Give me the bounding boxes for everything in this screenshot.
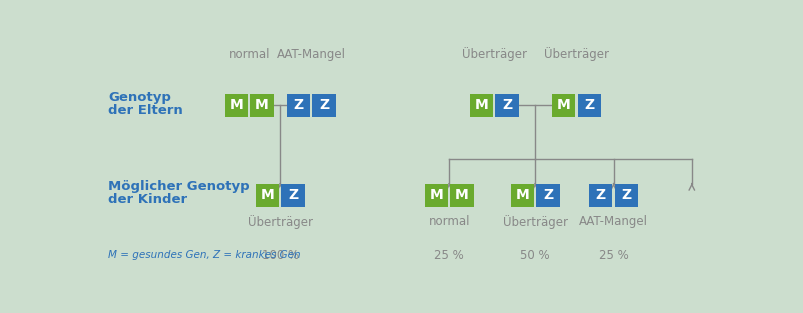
Text: M: M <box>260 188 274 203</box>
Text: Z: Z <box>542 188 552 203</box>
Bar <box>424 184 447 207</box>
Bar <box>551 94 574 117</box>
Text: normal: normal <box>228 48 270 61</box>
Bar <box>536 184 559 207</box>
Bar <box>614 184 637 207</box>
Text: 25 %: 25 % <box>598 249 628 262</box>
Bar <box>510 184 533 207</box>
Bar <box>450 184 473 207</box>
Bar <box>312 94 336 117</box>
Bar <box>589 184 612 207</box>
Text: Z: Z <box>501 98 512 112</box>
Text: Überträger: Überträger <box>247 215 312 228</box>
Bar <box>281 184 304 207</box>
Bar <box>577 94 600 117</box>
Text: AAT-Mangel: AAT-Mangel <box>276 48 345 61</box>
Text: Z: Z <box>287 188 298 203</box>
Text: AAT-Mangel: AAT-Mangel <box>578 215 647 228</box>
Text: Überträger: Überträger <box>502 215 567 228</box>
Text: M: M <box>454 188 468 203</box>
Text: Z: Z <box>293 98 304 112</box>
Text: M: M <box>429 188 442 203</box>
Text: Z: Z <box>583 98 593 112</box>
Text: Z: Z <box>319 98 328 112</box>
Text: 25 %: 25 % <box>434 249 463 262</box>
Text: M: M <box>474 98 487 112</box>
Text: Möglicher Genotyp: Möglicher Genotyp <box>108 180 250 193</box>
Text: M = gesundes Gen, Z = krankes Gen: M = gesundes Gen, Z = krankes Gen <box>108 250 300 260</box>
Bar <box>287 94 310 117</box>
Bar <box>469 94 492 117</box>
Text: Z: Z <box>621 188 630 203</box>
Text: Z: Z <box>595 188 605 203</box>
Text: 100 %: 100 % <box>262 249 299 262</box>
Text: Überträger: Überträger <box>461 48 526 61</box>
Text: der Eltern: der Eltern <box>108 104 183 117</box>
Bar <box>255 184 279 207</box>
Text: Überträger: Überträger <box>543 48 608 61</box>
Text: Genotyp: Genotyp <box>108 91 171 104</box>
Text: M: M <box>556 98 569 112</box>
Bar <box>225 94 248 117</box>
Text: 50 %: 50 % <box>520 249 549 262</box>
Text: M: M <box>230 98 243 112</box>
Text: normal: normal <box>428 215 470 228</box>
Text: M: M <box>515 188 528 203</box>
Bar <box>251 94 273 117</box>
Text: M: M <box>255 98 269 112</box>
Text: der Kinder: der Kinder <box>108 193 187 206</box>
Bar <box>495 94 518 117</box>
